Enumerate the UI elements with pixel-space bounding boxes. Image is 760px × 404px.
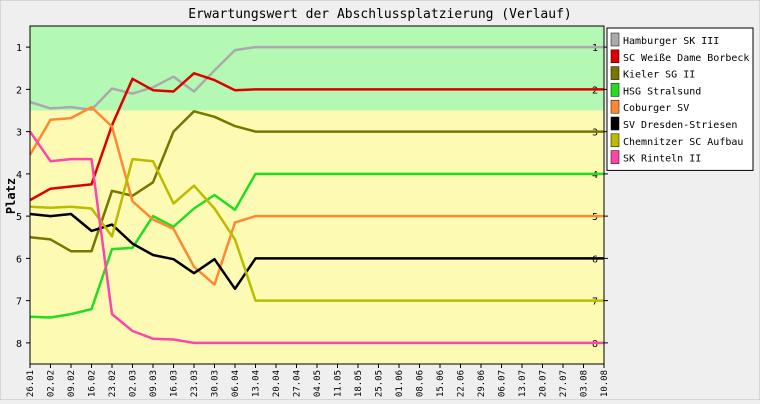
y-tick-label-left: 8: [16, 339, 22, 350]
x-tick-label: 29.06: [477, 370, 487, 397]
series-line-sv-dresden-striesen: [29, 212, 604, 291]
x-tick-label: 11.05: [334, 370, 344, 397]
y-tick-label-left: 7: [16, 297, 22, 308]
x-tick-label: 25.05: [375, 370, 385, 397]
legend-entry: Chemnitzer SC Aufbau: [623, 137, 743, 148]
legend-entry: SV Dresden-Striesen: [623, 120, 737, 131]
chart-title: Erwartungswert der Abschlussplatzierung …: [188, 7, 572, 22]
y-tick-label-right: 6: [592, 254, 598, 265]
x-tick-label: 23.03: [190, 370, 200, 397]
y-tick-label-right: 5: [592, 212, 598, 223]
legend-swatch: [610, 150, 620, 164]
plot-frame: [29, 25, 605, 365]
x-tick-label: 01.06: [395, 370, 405, 397]
y-tick-label-right: 8: [592, 339, 598, 350]
legend-swatch: [610, 99, 620, 114]
y-tick-label-right: 3: [592, 128, 598, 139]
series-line-kieler-sg-ii: [29, 110, 604, 253]
x-tick-label: 13.07: [518, 370, 528, 397]
x-tick-label: 23.02: [108, 370, 118, 397]
y-axis: 1 1 2 2 3 3 4 4 5 5 6 6 7 7 8 8: [16, 43, 608, 350]
y-tick-label-left: 5: [16, 212, 22, 223]
x-tick-label: 09.03: [149, 370, 159, 397]
y-tick-label-right: 4: [592, 170, 598, 181]
series-line-sc-wei-e-dame-borbeck: [29, 72, 604, 202]
x-tick-label: 26.01: [26, 370, 36, 397]
y-tick-label-left: 2: [16, 85, 22, 96]
legend-entry: SC Weiße Dame Borbeck: [623, 53, 749, 64]
legend-swatch: [610, 133, 620, 148]
y-tick-label-right: 2: [592, 85, 598, 96]
x-tick-label: 09.02: [67, 370, 77, 397]
y-tick-label-left: 4: [16, 170, 22, 181]
x-tick-label: 13.04: [252, 370, 262, 397]
y-tick-label-right: 7: [592, 297, 598, 308]
x-tick-label: 20.07: [539, 370, 549, 397]
x-tick-label: 02.03: [129, 370, 139, 397]
x-tick-label: 03.08: [580, 370, 590, 397]
background-bands: [30, 26, 604, 364]
x-tick-label: 02.02: [47, 370, 57, 397]
x-tick-label: 15.06: [436, 370, 446, 397]
y-tick-label-left: 3: [16, 128, 22, 139]
x-tick-label: 08.06: [416, 370, 426, 397]
legend-box: [606, 27, 754, 171]
background-band-0: [30, 26, 604, 111]
legend-swatch: [610, 83, 620, 97]
background-band-1: [30, 110, 604, 364]
y-tick-label-left: 6: [16, 254, 22, 265]
series-line-chemnitzer-sc-aufbau: [29, 157, 604, 302]
x-tick-label: 16.02: [88, 370, 98, 397]
series-line-hsg-stralsund: [29, 172, 604, 319]
x-tick-label: 27.04: [293, 370, 303, 397]
legend-entry: HSG Stralsund: [623, 86, 701, 97]
legend-swatch: [610, 32, 620, 47]
legend-swatch: [610, 66, 620, 80]
x-tick-label: 30.03: [211, 370, 221, 397]
legend: Hamburger SK III SC Weiße Dame Borbeck Kie…: [606, 27, 754, 171]
legend-swatch: [610, 116, 620, 131]
x-tick-label: 06.04: [231, 370, 241, 397]
y-tick-label-right: 1: [592, 43, 598, 54]
x-tick-label: 10.08: [600, 370, 610, 397]
x-tick-label: 16.03: [170, 370, 180, 397]
x-tick-label: 22.06: [457, 370, 467, 397]
legend-swatch: [610, 49, 620, 64]
x-tick-label: 06.07: [498, 370, 508, 397]
legend-entry: Coburger SV: [623, 103, 689, 114]
x-tick-label: 04.05: [313, 370, 323, 397]
series-lines: [28, 45, 604, 345]
legend-entry: SK Rinteln II: [623, 154, 701, 165]
legend-entry: Kieler SG II: [623, 70, 695, 81]
x-axis: 26.01 02.02 09.02 16.02 23.02 02.03 09.03 16.03…: [26, 364, 610, 397]
series-line-sk-rinteln-ii: [28, 130, 604, 345]
x-tick-label: 18.05: [354, 370, 364, 397]
x-tick-label: 27.07: [559, 370, 569, 397]
x-tick-label: 20.04: [272, 370, 282, 397]
series-line-coburger-sv: [28, 105, 604, 286]
y-tick-label-left: 1: [16, 43, 22, 54]
legend-entry: Hamburger SK III: [623, 36, 719, 47]
y-axis-label: Platz: [4, 178, 18, 214]
